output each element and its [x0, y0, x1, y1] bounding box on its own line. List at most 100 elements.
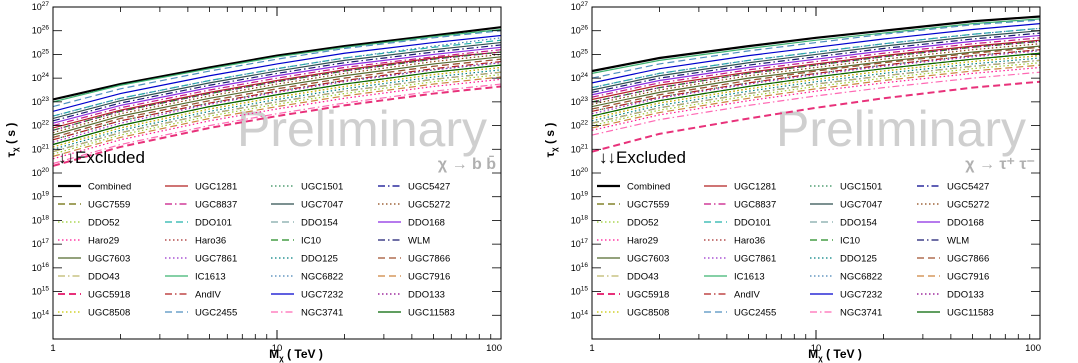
y-tick-label: 1027 [571, 1, 589, 12]
y-tick-exponent: 19 [42, 191, 50, 198]
y-tick-base: 10 [32, 215, 42, 225]
legend-label: UGC7232 [840, 290, 882, 301]
x-axis-title-main: M [269, 347, 279, 361]
y-tick-base: 10 [571, 287, 581, 297]
legend-label: UGC8837 [195, 200, 237, 211]
legend-label: Combined [88, 182, 131, 193]
y-tick-base: 10 [571, 121, 581, 131]
series-line-combined [592, 15, 1040, 73]
series-line-ugc7603 [592, 45, 1040, 108]
x-tick-label: 1 [50, 343, 55, 354]
y-tick-label: 1025 [32, 48, 50, 59]
y-tick-base: 10 [571, 73, 581, 83]
legend-label: IC10 [301, 236, 321, 247]
legend-label: DDO125 [840, 254, 877, 265]
x-axis-title-unit: ( TeV ) [823, 347, 862, 361]
legend-label: UGC11583 [408, 308, 455, 319]
legend-label: NGC6822 [840, 272, 882, 283]
y-tick-base: 10 [571, 192, 581, 202]
y-tick-label: 1024 [32, 72, 50, 83]
legend-label: IC1613 [195, 272, 226, 283]
series-line-andiv [592, 49, 1040, 112]
y-tick-base: 10 [32, 263, 42, 273]
y-axis-title: τχ ( s ) [4, 123, 20, 158]
y-tick-label: 1023 [571, 96, 589, 107]
series-line-ugc11583 [53, 64, 501, 146]
legend-label: UGC8837 [734, 200, 776, 211]
y-axis-title-unit: ( s ) [4, 123, 18, 148]
series-line-ugc7866 [592, 46, 1040, 110]
x-tick-label: 100 [486, 343, 502, 354]
series-line-ugc7232 [592, 23, 1040, 84]
y-tick-exponent: 26 [42, 25, 50, 32]
y-axis-title-main: τ [4, 151, 18, 157]
y-tick-exponent: 24 [581, 72, 589, 79]
legend-label: UGC7603 [88, 254, 130, 265]
series-line-ddo168 [53, 46, 501, 124]
y-tick-base: 10 [571, 2, 581, 12]
y-axis-title-sub: χ [11, 147, 20, 152]
y-tick-label: 1019 [571, 191, 589, 202]
series-line-ngc6822 [53, 37, 501, 117]
x-axis-title: Mχ ( TeV ) [269, 347, 323, 363]
legend-label: UGC7047 [301, 200, 343, 211]
x-axis-title-sub: χ [818, 354, 823, 363]
y-tick-exponent: 17 [581, 238, 589, 245]
y-tick-label: 1016 [32, 262, 50, 273]
legend-label: UGC7916 [408, 272, 450, 283]
channel-label: χ → b b̄ [438, 154, 496, 173]
y-tick-label: 1016 [571, 262, 589, 273]
legend-label: DDO168 [947, 218, 984, 229]
y-tick-base: 10 [32, 26, 42, 36]
series-line-ugc7232 [53, 34, 501, 112]
legend-label: DDO133 [947, 290, 984, 301]
y-tick-exponent: 16 [581, 262, 589, 269]
legend-label: DDO43 [627, 272, 659, 283]
legend-label: UGC1281 [195, 182, 237, 193]
y-tick-label: 1021 [32, 143, 50, 154]
y-tick-exponent: 17 [42, 238, 50, 245]
series-group [53, 26, 501, 167]
series-line-ugc5918 [53, 85, 501, 167]
legend-label: DDO52 [627, 218, 659, 229]
y-tick-exponent: 21 [42, 143, 50, 150]
legend-label: Haro29 [88, 236, 119, 247]
y-tick-exponent: 20 [42, 167, 50, 174]
y-tick-base: 10 [32, 144, 42, 154]
y-tick-base: 10 [571, 239, 581, 249]
legend-label: UGC7866 [947, 254, 989, 265]
series-line-haro29 [592, 66, 1040, 131]
series-line-ugc8837 [53, 49, 501, 127]
y-tick-base: 10 [571, 215, 581, 225]
series-line-ddo52 [592, 62, 1040, 127]
series-line-ugc1281 [53, 51, 501, 129]
legend-label: Combined [627, 182, 670, 193]
legend-label: UGC5918 [88, 290, 130, 301]
x-axis-title-main: M [808, 347, 818, 361]
y-tick-label: 1015 [32, 286, 50, 297]
legend-label: UGC7916 [947, 272, 989, 283]
y-axis-title: τχ ( s ) [543, 123, 559, 158]
legend-label: WLM [408, 236, 430, 247]
plot-area [592, 7, 1040, 339]
y-tick-exponent: 24 [42, 72, 50, 79]
series-line-ugc5918 [592, 80, 1040, 153]
legend-label: UGC5427 [947, 182, 989, 193]
y-axis-title-unit: ( s ) [543, 123, 557, 148]
series-line-ddo133 [53, 51, 501, 131]
legend-label: Haro29 [627, 236, 658, 247]
y-tick-exponent: 20 [581, 167, 589, 174]
series-line-ugc7866 [53, 58, 501, 139]
y-tick-label: 1026 [571, 25, 589, 36]
series-line-ugc7603 [53, 56, 501, 136]
legend-label: UGC7866 [408, 254, 450, 265]
y-tick-exponent: 26 [581, 25, 589, 32]
y-tick-exponent: 14 [42, 309, 50, 316]
y-tick-base: 10 [571, 49, 581, 59]
y-tick-label: 1021 [571, 143, 589, 154]
legend-label: Haro36 [195, 236, 226, 247]
series-line-ddo101 [53, 39, 501, 117]
y-tick-base: 10 [32, 310, 42, 320]
series-line-ugc7047 [592, 30, 1040, 91]
excluded-label: ↓↓Excluded [58, 148, 145, 167]
